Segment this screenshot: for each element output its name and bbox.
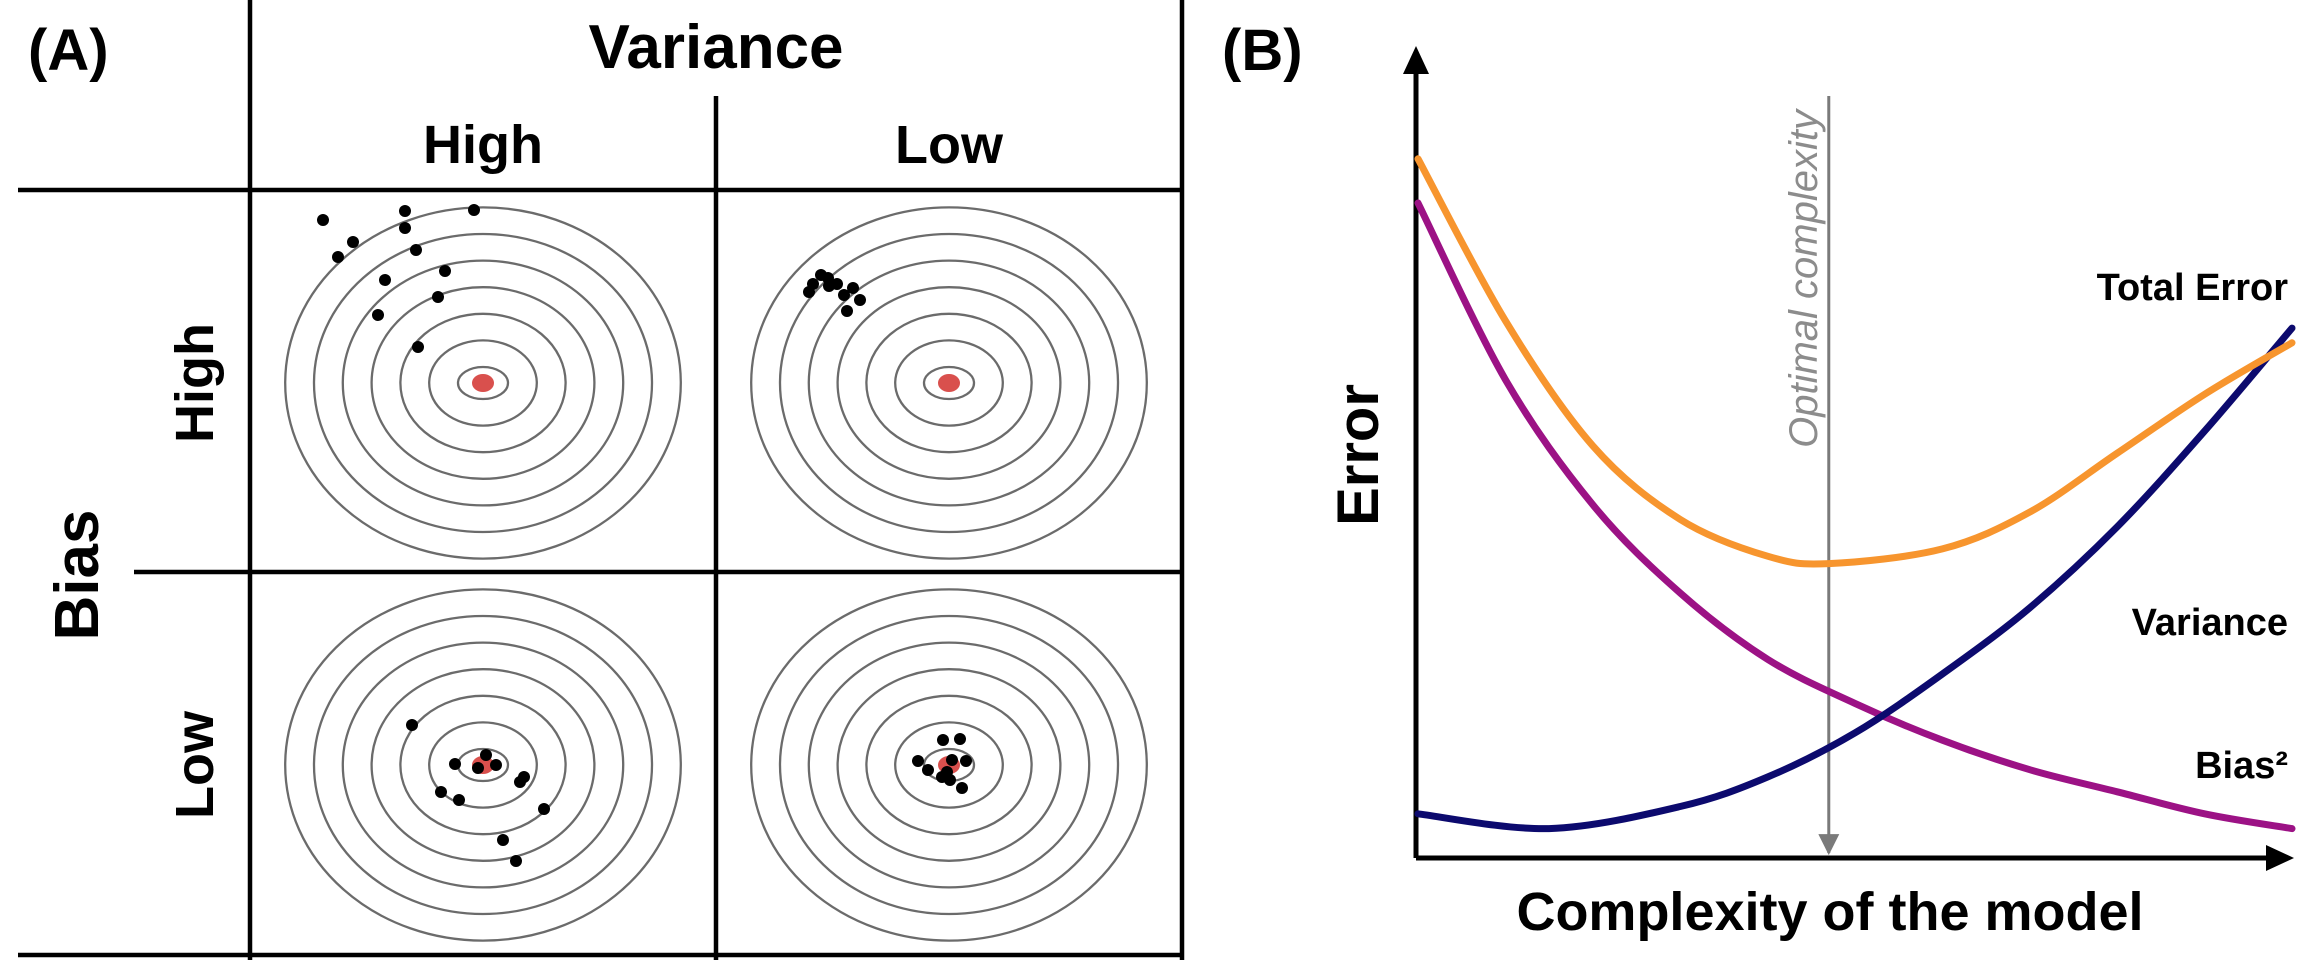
prediction-dot	[803, 286, 815, 298]
prediction-dot	[822, 272, 834, 284]
x-axis-label: Complexity of the model	[1516, 882, 2143, 942]
prediction-dot	[954, 733, 966, 745]
target-ring	[312, 232, 654, 534]
prediction-dot	[449, 758, 461, 770]
bullseye	[938, 374, 960, 392]
prediction-dot	[854, 294, 866, 306]
prediction-dot	[510, 855, 522, 867]
variance-high-label: High	[423, 115, 543, 175]
target-ring	[399, 312, 567, 454]
prediction-dot	[412, 341, 424, 353]
variance-low-label: Low	[895, 115, 1004, 175]
prediction-dot	[912, 755, 924, 767]
bias-low-label: Low	[165, 710, 225, 819]
variance-curve	[1414, 324, 2296, 833]
prediction-dot	[838, 289, 850, 301]
prediction-dot	[480, 749, 492, 761]
total-error-curve	[1414, 155, 2296, 568]
prediction-dot	[332, 251, 344, 263]
prediction-dot	[490, 759, 502, 771]
target-ring	[750, 206, 1148, 560]
variance-header: Variance	[588, 13, 843, 82]
panel-b-label: (B)	[1222, 18, 1303, 83]
target-ring	[428, 721, 538, 809]
grid-lines	[18, 0, 1185, 960]
prediction-dot	[347, 236, 359, 248]
prediction-dot	[399, 222, 411, 234]
legend-bias: Bias²	[2195, 745, 2288, 787]
legend-total-error: Total Error	[2097, 267, 2289, 309]
target-ring	[778, 232, 1120, 534]
target-ring	[836, 286, 1062, 480]
target-ring	[778, 614, 1120, 916]
target-high-bias-high-variance	[284, 204, 682, 560]
legend-variance: Variance	[2132, 602, 2288, 644]
target-ring	[865, 312, 1033, 454]
prediction-dot	[518, 771, 530, 783]
bias-high-label: High	[165, 323, 225, 443]
target-low-bias-high-variance	[284, 588, 682, 942]
target-ring	[456, 365, 510, 401]
target-ring	[865, 694, 1033, 836]
target-ring	[312, 614, 654, 916]
prediction-dot	[410, 244, 422, 256]
target-ring	[428, 339, 538, 427]
target-high-bias-low-variance	[750, 206, 1148, 560]
prediction-dot	[841, 305, 853, 317]
prediction-dot	[453, 794, 465, 806]
prediction-dot	[406, 719, 418, 731]
prediction-dot	[847, 282, 859, 294]
prediction-dot	[538, 803, 550, 815]
bullseye	[472, 374, 494, 392]
target-ring	[807, 259, 1091, 507]
prediction-dot	[497, 834, 509, 846]
prediction-dot	[399, 205, 411, 217]
target-ring	[341, 641, 625, 889]
prediction-dot	[960, 755, 972, 767]
prediction-dot	[432, 291, 444, 303]
panel-b: (B) Error Complexity of the model Optima…	[1222, 18, 2296, 942]
target-ring	[750, 588, 1148, 942]
panel-a: (A) Variance High Low Bias High Low	[18, 0, 1185, 960]
prediction-dot	[946, 754, 958, 766]
prediction-dot	[956, 782, 968, 794]
y-axis-arrow-icon	[1403, 46, 1429, 74]
prediction-dot	[941, 766, 953, 778]
target-ring	[894, 339, 1004, 427]
target-ring	[341, 259, 625, 507]
x-axis-arrow-icon	[2266, 845, 2294, 871]
prediction-dot	[468, 204, 480, 216]
target-ring	[284, 206, 682, 560]
target-low-bias-low-variance	[750, 588, 1148, 942]
error-curves	[1414, 155, 2296, 833]
prediction-dot	[922, 764, 934, 776]
target-ring	[370, 668, 596, 862]
prediction-dot	[372, 309, 384, 321]
target-ring	[922, 365, 976, 401]
prediction-dot	[937, 734, 949, 746]
target-ring	[836, 668, 1062, 862]
prediction-dot	[472, 762, 484, 774]
prediction-dot	[435, 786, 447, 798]
bias-curve	[1414, 199, 2296, 833]
target-ring	[284, 588, 682, 942]
y-axis-label: Error	[1326, 384, 1391, 526]
bias-header: Bias	[43, 510, 112, 641]
target-ring	[399, 694, 567, 836]
target-ring	[370, 286, 596, 480]
optimal-complexity-label: Optimal complexity	[1782, 107, 1826, 448]
prediction-dot	[831, 278, 843, 290]
target-ring	[894, 721, 1004, 809]
panel-a-label: (A)	[28, 18, 109, 83]
target-ring	[807, 641, 1091, 889]
prediction-dot	[379, 274, 391, 286]
prediction-dot	[439, 265, 451, 277]
prediction-dot	[317, 214, 329, 226]
